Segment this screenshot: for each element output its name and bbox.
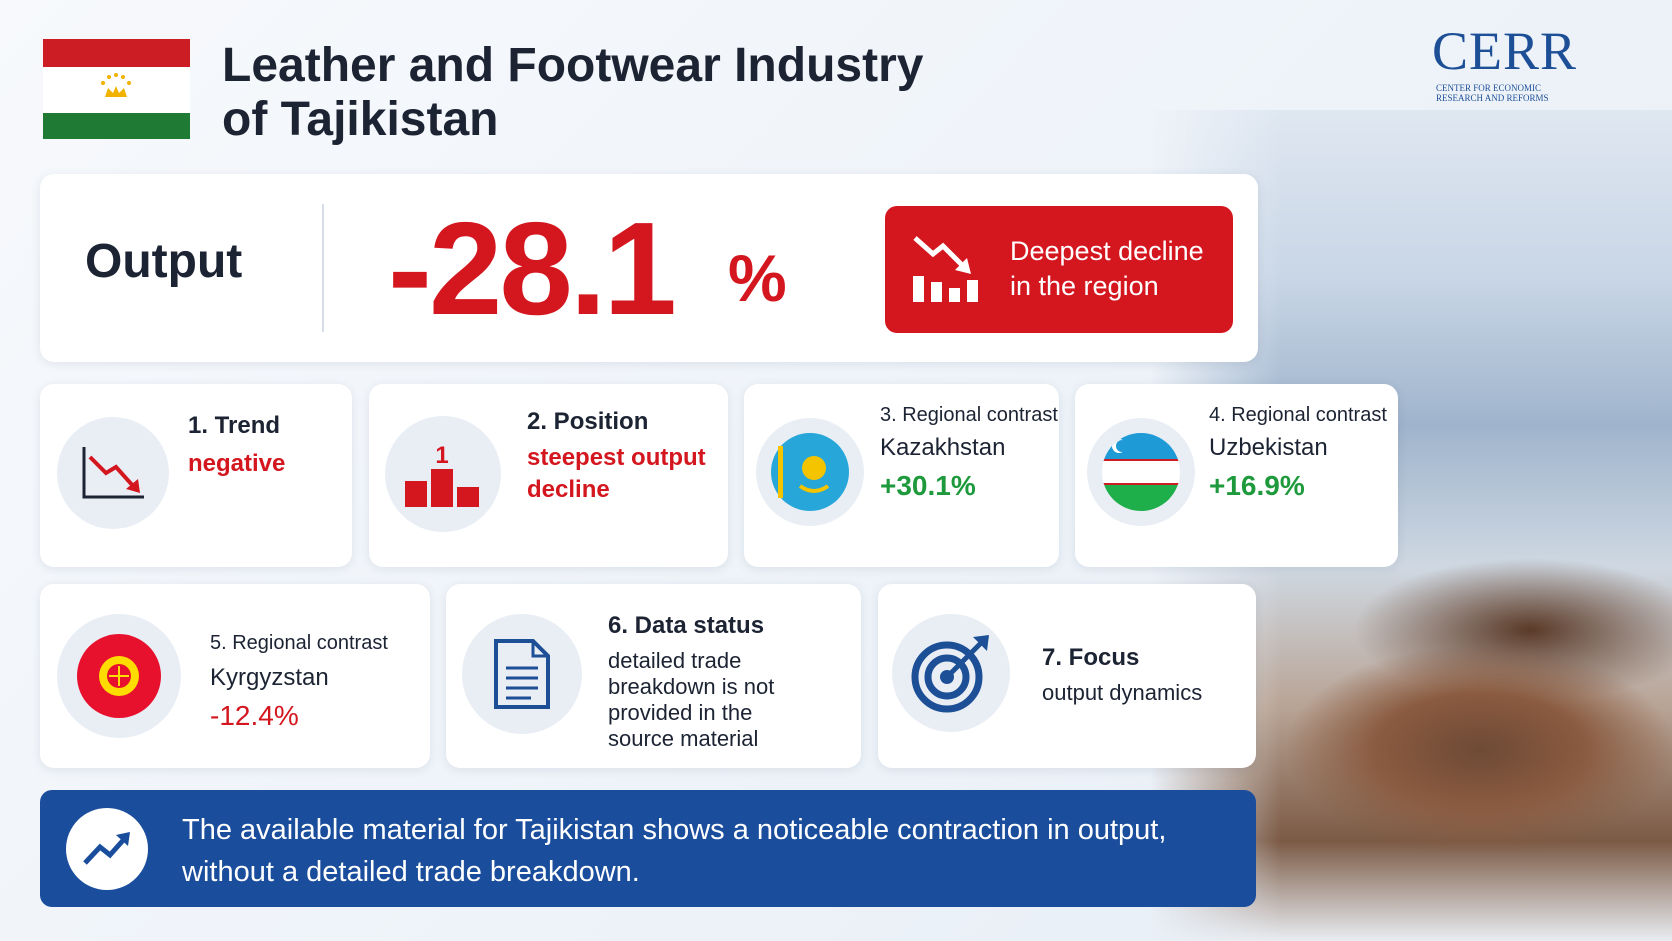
logo-subtitle: RESEARCH AND REFORMS [1436,93,1549,103]
output-unit: % [728,241,787,315]
uzbekistan-flag [1102,433,1180,511]
kazakhstan-card: 3. Regional contrast Kazakhstan +30.1% [744,384,1059,567]
summary-text: The available material for Tajikistan sh… [182,814,1167,846]
position-card: 1 2. Position steepest output decline [369,384,728,567]
growth-icon [83,832,130,865]
card-title: 3. Regional contrast [880,404,1058,426]
podium-icon: 1 [405,442,479,507]
card-value: -12.4% [210,700,299,731]
trend-card: 1. Trend negative [40,384,352,567]
kyrgyzstan-card: 5. Regional contrast Kyrgyzstan -12.4% [40,584,430,768]
target-icon [911,635,989,713]
card-title: 5. Regional contrast [210,632,388,654]
tajikistan-flag [43,39,190,139]
logo-name: CERR [1432,21,1578,81]
kazakhstan-flag [771,433,849,511]
output-label: Output [85,235,243,288]
icon-circle [57,614,181,738]
icon-circle [57,417,169,529]
logo-subtitle: CENTER FOR ECONOMIC [1436,83,1542,93]
card-body: detailed trade breakdown is not provided… [608,648,775,751]
card-title: 2. Position [527,408,649,435]
card-value: steepest output decline [527,444,706,503]
card-title: 1. Trend [188,412,281,439]
icon-circle [462,614,582,734]
podium-label: 1 [435,442,448,469]
card-title: 4. Regional contrast [1209,404,1387,426]
output-value: -28.1 [388,195,677,342]
badge-text: in the region [1010,271,1159,301]
output-card: Output -28.1 % Deepest decline in the re… [40,174,1258,362]
icon-circle [1087,418,1195,526]
icon-circle [756,418,864,526]
card-value: output dynamics [1042,680,1203,705]
title-line: of Tajikistan [222,93,499,146]
icon-circle [66,808,148,890]
title-line: Leather and Footwear Industry [222,39,924,92]
uzbekistan-card: 4. Regional contrast Uzbekistan +16.9% [1075,384,1398,567]
card-country: Kyrgyzstan [210,664,329,691]
decline-icon [913,236,978,302]
card-country: Kazakhstan [880,434,1006,461]
icon-circle [892,614,1010,732]
kyrgyzstan-flag [77,634,161,718]
document-icon [494,639,550,709]
card-value: +16.9% [1209,470,1305,501]
data-status-card: 6. Data status detailed trade breakdown … [446,584,861,768]
badge-text: Deepest decline [1010,236,1204,266]
trend-icon [82,447,144,499]
card-country: Uzbekistan [1209,434,1328,461]
summary-banner: The available material for Tajikistan sh… [40,790,1256,907]
summary-text: without a detailed trade breakdown. [182,856,640,888]
card-value: negative [188,450,286,477]
card-title: 6. Data status [608,612,765,639]
badge: Deepest decline in the region [885,206,1233,333]
card-value: +30.1% [880,470,976,501]
icon-circle: 1 [385,416,501,532]
card-title: 7. Focus [1042,644,1140,671]
focus-card: 7. Focus output dynamics [878,584,1256,768]
divider [322,204,324,332]
